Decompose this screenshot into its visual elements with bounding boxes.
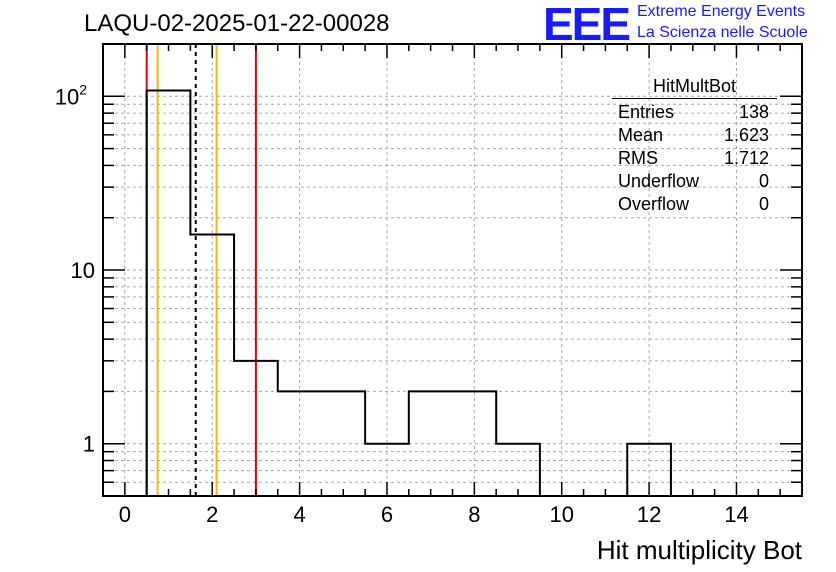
histogram-outline	[145, 89, 672, 497]
stats-row-rms: RMS 1.712	[612, 147, 777, 170]
stats-value: 0	[758, 171, 769, 191]
x-tick-label: 14	[724, 502, 748, 527]
y-tick-label: 10	[71, 258, 95, 283]
x-tick-label: 8	[468, 502, 480, 527]
eee-logo: EEE	[543, 2, 631, 46]
histogram-bin	[147, 90, 191, 496]
stats-label: Entries	[618, 102, 675, 122]
x-tick-label: 10	[549, 502, 573, 527]
stats-value: 0	[758, 194, 769, 214]
stats-box: HitMultBot Entries 138 Mean 1.623 RMS 1.…	[612, 76, 777, 216]
svg-text:EEE: EEE	[543, 2, 629, 46]
y-tick-label: 102	[55, 81, 87, 109]
stats-title: HitMultBot	[612, 76, 777, 99]
x-tick-label: 12	[637, 502, 661, 527]
stats-label: Underflow	[618, 171, 700, 191]
x-tick-label: 2	[206, 502, 218, 527]
x-tick-label: 6	[381, 502, 393, 527]
stats-label: Mean	[618, 125, 664, 145]
org-name-line2: La Scienza nelle Scuole	[637, 24, 808, 41]
stats-label: Overflow	[618, 194, 690, 214]
stats-row-overflow: Overflow 0	[612, 193, 777, 216]
stats-row-entries: Entries 138	[612, 101, 777, 124]
x-tick-label: 0	[119, 502, 131, 527]
stats-value: 1.712	[723, 148, 769, 168]
stats-value: 138	[738, 102, 769, 122]
org-name-line1: Extreme Energy Events	[637, 3, 806, 20]
stats-value: 1.623	[723, 125, 769, 145]
stats-row-underflow: Underflow 0	[612, 170, 777, 193]
chart-title: LAQU-02-2025-01-22-00028	[84, 10, 390, 37]
stats-label: RMS	[618, 148, 658, 168]
stats-row-mean: Mean 1.623	[612, 124, 777, 147]
y-tick-label: 1	[83, 432, 95, 457]
x-tick-label: 4	[293, 502, 305, 527]
x-axis-label: Hit multiplicity Bot	[596, 535, 802, 565]
